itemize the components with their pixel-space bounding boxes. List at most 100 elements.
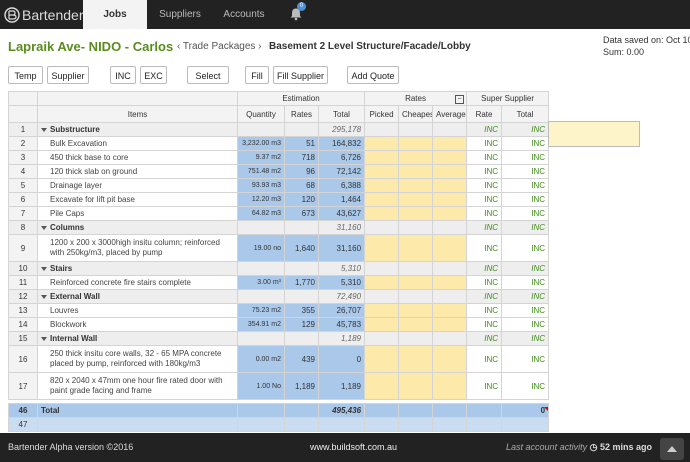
ss-rate-cell[interactable]: INC xyxy=(466,192,503,207)
rate-cell[interactable] xyxy=(284,289,319,304)
rate-cell[interactable]: 673 xyxy=(284,206,319,221)
col-header-ss-total[interactable]: Total xyxy=(501,105,550,123)
empty-cell[interactable] xyxy=(284,417,319,432)
empty-cell[interactable] xyxy=(237,417,285,432)
ss-rate-cell[interactable]: INC xyxy=(466,150,503,165)
item-label-cell[interactable]: 820 x 2040 x 47mm one hour fire rated do… xyxy=(37,372,238,400)
qty-cell[interactable] xyxy=(237,220,285,235)
breadcrumb-trade-packages[interactable]: ‹ Trade Packages › xyxy=(177,41,262,52)
picked-cell[interactable] xyxy=(364,136,400,151)
qty-cell[interactable]: 12.20 m3 xyxy=(237,192,285,207)
col-header-average[interactable]: Average xyxy=(432,105,468,123)
picked-cell[interactable] xyxy=(364,331,400,346)
rate-cell[interactable]: 1,189 xyxy=(284,372,319,400)
empty-cell[interactable] xyxy=(466,417,503,432)
item-label-cell[interactable]: Reinforced concrete fire stairs complete xyxy=(37,275,238,290)
col-header-ss-rate[interactable]: Rate xyxy=(466,105,503,123)
rate-cell[interactable]: 68 xyxy=(284,178,319,193)
item-label-cell[interactable]: Excavate for lift pit base xyxy=(37,192,238,207)
tab-accounts[interactable]: Accounts xyxy=(223,9,265,20)
rate-cell[interactable]: 439 xyxy=(284,345,319,373)
rate-cell[interactable] xyxy=(284,122,319,137)
ss-rate-cell[interactable]: INC xyxy=(466,164,503,179)
ss-rate-cell[interactable]: INC xyxy=(466,345,503,373)
tab-jobs[interactable]: Jobs xyxy=(83,0,147,29)
qty-cell[interactable]: 64.82 m3 xyxy=(237,206,285,221)
note-textarea[interactable] xyxy=(548,121,640,147)
ss-rate-cell[interactable]: INC xyxy=(466,317,503,332)
rate-cell[interactable] xyxy=(284,331,319,346)
qty-cell[interactable]: 354.91 m2 xyxy=(237,317,285,332)
ss-rate-cell[interactable]: INC xyxy=(466,331,503,346)
picked-cell[interactable] xyxy=(364,261,400,276)
qty-cell[interactable]: 751.48 m2 xyxy=(237,164,285,179)
scroll-to-top-button[interactable] xyxy=(660,438,684,460)
item-label-cell[interactable]: Bulk Excavation xyxy=(37,136,238,151)
ss-rate-cell[interactable]: INC xyxy=(466,261,503,276)
rate-cell[interactable]: 96 xyxy=(284,164,319,179)
picked-cell[interactable] xyxy=(364,192,400,207)
ss-rate-cell[interactable]: INC xyxy=(466,372,503,400)
rate-cell[interactable]: 129 xyxy=(284,317,319,332)
picked-cell[interactable] xyxy=(364,122,400,137)
empty-cell[interactable] xyxy=(364,417,400,432)
col-header-total[interactable]: Total xyxy=(317,105,366,123)
collapse-triangle-icon[interactable] xyxy=(41,127,47,132)
qty-cell[interactable]: 9.37 m2 xyxy=(237,150,285,165)
picked-cell[interactable] xyxy=(364,275,400,290)
add-quote-button[interactable]: Add Quote xyxy=(347,66,399,84)
col-header-items[interactable]: Items xyxy=(37,105,238,123)
picked-cell[interactable] xyxy=(364,317,400,332)
item-label-cell[interactable]: Drainage layer xyxy=(37,178,238,193)
empty-cell[interactable] xyxy=(317,417,366,432)
empty-cell[interactable] xyxy=(37,417,238,432)
section-label-cell[interactable]: Stairs xyxy=(37,261,238,276)
empty-cell[interactable] xyxy=(501,417,550,432)
rate-cell[interactable]: 1,770 xyxy=(284,275,319,290)
picked-cell[interactable] xyxy=(364,303,400,318)
item-label-cell[interactable]: 450 thick base to core xyxy=(37,150,238,165)
tab-suppliers[interactable]: Suppliers xyxy=(159,9,201,20)
empty-cell[interactable] xyxy=(398,417,434,432)
item-label-cell[interactable]: Pile Caps xyxy=(37,206,238,221)
exc-button[interactable]: EXC xyxy=(140,66,167,84)
item-label-cell[interactable]: Louvres xyxy=(37,303,238,318)
rate-cell[interactable]: 718 xyxy=(284,150,319,165)
item-label-cell[interactable]: Blockwork xyxy=(37,317,238,332)
item-label-cell[interactable]: 120 thick slab on ground xyxy=(37,164,238,179)
picked-cell[interactable] xyxy=(364,206,400,221)
section-label-cell[interactable]: Substructure xyxy=(37,122,238,137)
rate-cell[interactable] xyxy=(284,261,319,276)
ss-rate-cell[interactable]: INC xyxy=(466,178,503,193)
rate-cell[interactable]: 51 xyxy=(284,136,319,151)
qty-cell[interactable]: 3,232.00 m3 xyxy=(237,136,285,151)
picked-cell[interactable] xyxy=(364,164,400,179)
fill-button[interactable]: Fill xyxy=(245,66,269,84)
collapse-triangle-icon[interactable] xyxy=(41,225,47,230)
col-header-cheapest[interactable]: Cheapest xyxy=(398,105,434,123)
collapse-triangle-icon[interactable] xyxy=(41,266,47,271)
rate-cell[interactable]: 1,640 xyxy=(284,234,319,262)
rate-cell[interactable]: 120 xyxy=(284,192,319,207)
temp-button[interactable]: Temp xyxy=(8,66,43,84)
picked-cell[interactable] xyxy=(364,345,400,373)
qty-cell[interactable]: 93.93 m3 xyxy=(237,178,285,193)
brand[interactable]: Bartender xyxy=(4,4,83,26)
col-header-picked[interactable]: Picked xyxy=(364,105,400,123)
section-label-cell[interactable]: Columns xyxy=(37,220,238,235)
qty-cell[interactable] xyxy=(237,289,285,304)
ss-rate-cell[interactable]: INC xyxy=(466,122,503,137)
qty-cell[interactable] xyxy=(237,261,285,276)
picked-cell[interactable] xyxy=(364,289,400,304)
collapse-rates-icon[interactable]: − xyxy=(455,95,465,104)
ss-rate-cell[interactable]: INC xyxy=(466,206,503,221)
ss-rate-cell[interactable]: INC xyxy=(466,303,503,318)
ss-rate-cell[interactable]: INC xyxy=(466,289,503,304)
ss-rate-cell[interactable]: INC xyxy=(466,136,503,151)
qty-cell[interactable]: 0.00 m2 xyxy=(237,345,285,373)
inc-button[interactable]: INC xyxy=(110,66,136,84)
col-header-quantity[interactable]: Quantity xyxy=(237,105,285,123)
collapse-triangle-icon[interactable] xyxy=(41,294,47,299)
qty-cell[interactable] xyxy=(237,331,285,346)
item-label-cell[interactable]: 1200 x 200 x 3000high insitu column; rei… xyxy=(37,234,238,262)
